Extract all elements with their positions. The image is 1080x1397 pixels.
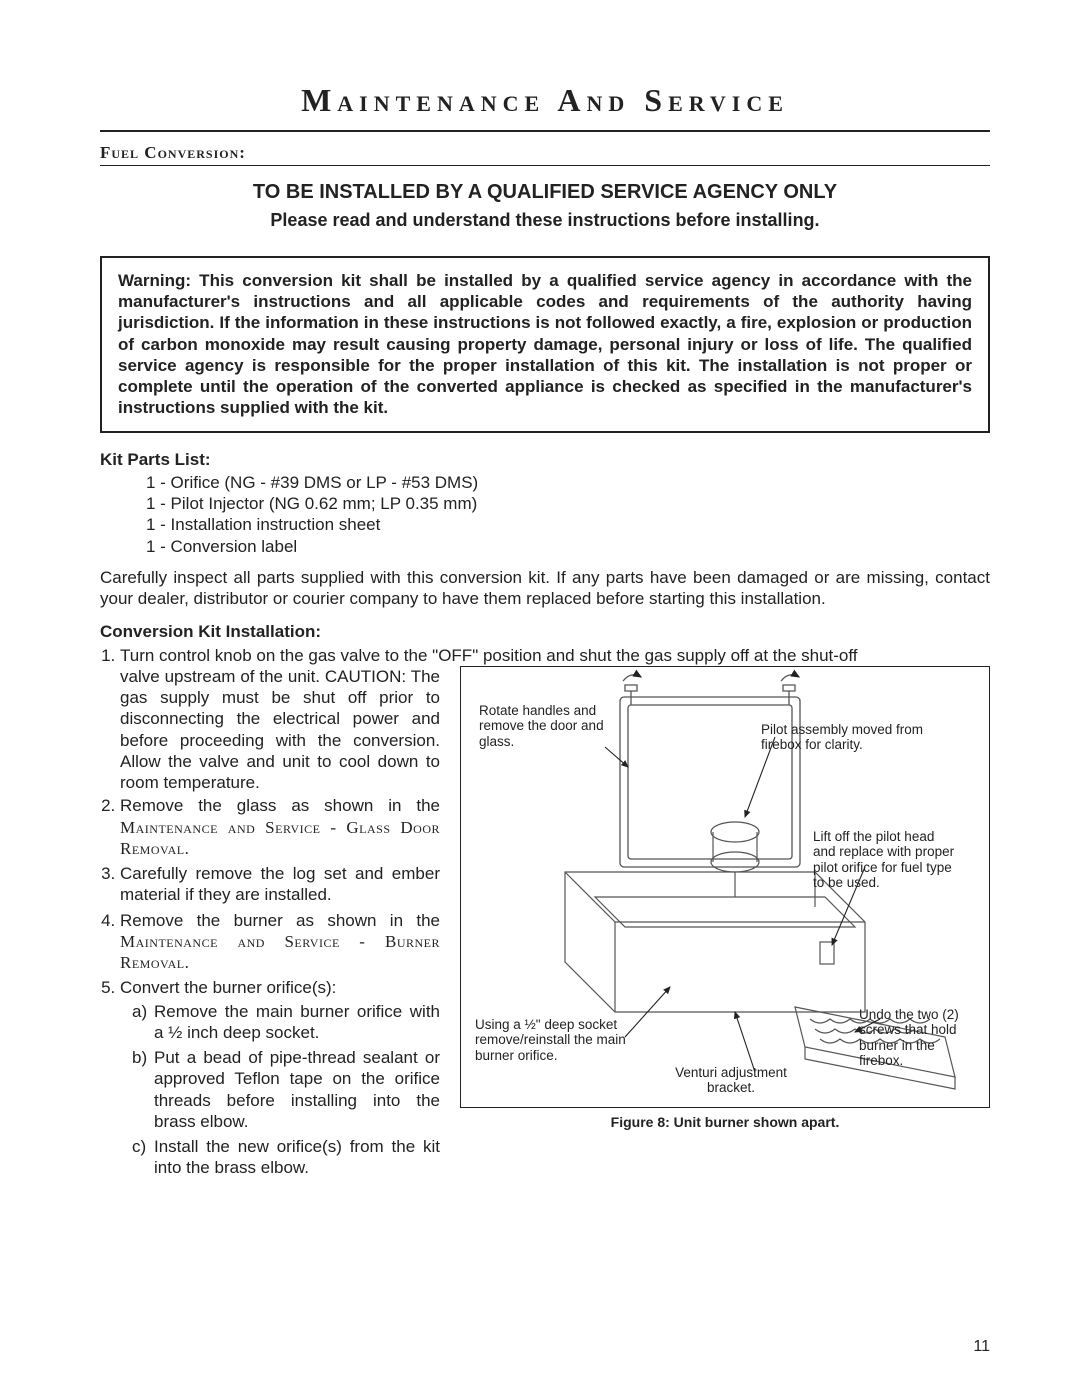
step-5: Convert the burner orifice(s): a)Remove … [120,977,440,1178]
list-item: 1 - Installation instruction sheet [146,514,990,535]
subsection-heading: Fuel Conversion: [100,142,990,163]
list-item: 1 - Orifice (NG - #39 DMS or LP - #53 DM… [146,472,990,493]
step-1-line: Turn control knob on the gas valve to th… [120,645,990,666]
warning-box: Warning: This conversion kit shall be in… [100,256,990,433]
subsection-rule [100,165,990,166]
inspect-paragraph: Carefully inspect all parts supplied wit… [100,567,990,610]
step-5-text: Convert the burner orifice(s): [120,978,336,997]
kit-parts-heading: Kit Parts List: [100,449,990,470]
kit-parts-list: 1 - Orifice (NG - #39 DMS or LP - #53 DM… [146,472,990,557]
callout-venturi: Venturi adjustment bracket. [661,1065,801,1096]
substep-c: c)Install the new orifice(s) from the ki… [132,1136,440,1179]
title-rule [100,130,990,132]
substep-b: b)Put a bead of pipe-thread sealant or a… [132,1047,440,1132]
substep-a-text: Remove the main burner orifice with a ½ … [154,1002,440,1042]
callout-lift-pilot: Lift off the pilot head and replace with… [813,829,958,891]
install-subhead: Please read and understand these instruc… [100,209,990,232]
callout-undo: Undo the two (2) screws that hold burner… [859,1007,959,1069]
conversion-heading: Conversion Kit Installation: [100,621,990,642]
page-number: 11 [973,1337,990,1357]
substeps: a)Remove the main burner orifice with a … [132,1001,440,1179]
callout-pilot-moved: Pilot assembly moved from firebox for cl… [761,722,931,753]
conversion-steps: Remove the glass as shown in the Mainten… [100,795,440,1178]
substep-b-text: Put a bead of pipe-thread sealant or app… [154,1048,440,1131]
callout-socket: Using a ½" deep socket remove/reinstall … [475,1017,635,1064]
step-3: Carefully remove the log set and ember m… [120,863,440,906]
step-4-ref: Maintenance and Service - Burner Removal… [120,932,440,972]
step-4-text: Remove the burner as shown in the [120,911,440,930]
conversion-steps-top: Turn control knob on the gas valve to th… [100,645,990,666]
substep-a: a)Remove the main burner orifice with a … [132,1001,440,1044]
step-2-ref: Maintenance and Service - Glass Door Rem… [120,818,440,858]
substep-c-text: Install the new orifice(s) from the kit … [154,1137,440,1177]
install-headline: TO BE INSTALLED BY A QUALIFIED SERVICE A… [100,180,990,205]
page-section-title: Maintenance And Service [100,80,990,126]
step-2-text: Remove the glass as shown in the [120,796,440,815]
callout-rotate: Rotate handles and remove the door and g… [479,703,629,750]
list-item: 1 - Conversion label [146,536,990,557]
step-1-wrap: valve upstream of the unit. CAUTION: The… [120,666,440,794]
list-item: 1 - Pilot Injector (NG 0.62 mm; LP 0.35 … [146,493,990,514]
figure-8: Rotate handles and remove the door and g… [460,666,990,1108]
step-4: Remove the burner as shown in the Mainte… [120,910,440,974]
step-2: Remove the glass as shown in the Mainten… [120,795,440,859]
figure-caption: Figure 8: Unit burner shown apart. [460,1114,990,1132]
